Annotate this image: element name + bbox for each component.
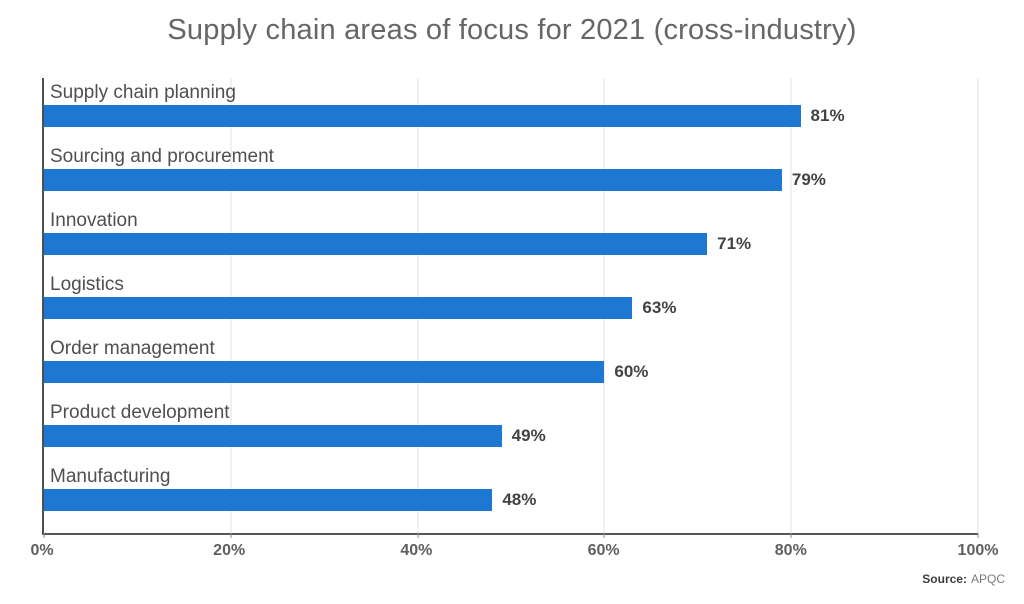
- bar-row: Logistics 63%: [44, 270, 978, 334]
- category-label: Sourcing and procurement: [50, 146, 274, 167]
- category-label: Manufacturing: [50, 466, 171, 487]
- bar: [44, 233, 708, 255]
- bar: [44, 297, 633, 319]
- x-axis-tick: [790, 533, 792, 538]
- category-label: Supply chain planning: [50, 82, 236, 103]
- source-label: Source:: [922, 572, 967, 586]
- bar: [44, 361, 605, 383]
- bar-value-label: 60%: [614, 362, 649, 381]
- bar-rows: Supply chain planning 81% Sourcing and p…: [44, 78, 978, 533]
- chart-title: Supply chain areas of focus for 2021 (cr…: [167, 14, 857, 46]
- x-tick-label: 80%: [774, 542, 807, 559]
- source-value: APQC: [970, 572, 1005, 586]
- bar-row: Order management 60%: [44, 334, 978, 398]
- x-axis-tick: [230, 533, 232, 538]
- plot-area: Supply chain planning 81% Sourcing and p…: [42, 78, 979, 538]
- bar-value-label: 63%: [642, 298, 677, 317]
- source-line: Source: APQC: [922, 572, 1005, 586]
- bar-value-label: 71%: [717, 234, 752, 253]
- x-tick-label: 0%: [30, 542, 54, 559]
- bar-value-label: 79%: [791, 170, 826, 189]
- bar: [44, 105, 801, 127]
- bar-row: Product development 49%: [44, 398, 978, 462]
- x-tick-label: 40%: [400, 542, 433, 559]
- bar-row: Manufacturing 48%: [44, 462, 978, 526]
- x-tick-label: 100%: [957, 542, 999, 559]
- x-axis-tick: [43, 533, 45, 538]
- bar-row: Sourcing and procurement 79%: [44, 142, 978, 206]
- x-axis-tick: [977, 533, 979, 538]
- x-tick-label: 20%: [213, 542, 246, 559]
- bar-value-label: 48%: [502, 490, 537, 509]
- x-axis-tick: [603, 533, 605, 538]
- category-label: Order management: [50, 338, 215, 359]
- gridline: [790, 78, 792, 533]
- bar-row: Supply chain planning 81%: [44, 78, 978, 142]
- category-label: Product development: [50, 402, 230, 423]
- gridline: [977, 78, 979, 533]
- bar: [44, 489, 493, 511]
- category-label: Innovation: [50, 210, 138, 231]
- bar: [44, 169, 782, 191]
- bar-value-label: 81%: [810, 106, 845, 125]
- x-axis-tick: [417, 533, 419, 538]
- x-tick-label: 60%: [587, 542, 620, 559]
- bar-row: Innovation 71%: [44, 206, 978, 270]
- category-label: Logistics: [50, 274, 124, 295]
- bar-value-label: 49%: [511, 426, 546, 445]
- bar: [44, 425, 502, 447]
- x-axis-labels: 0% 20% 40% 60% 80% 100%: [30, 542, 998, 562]
